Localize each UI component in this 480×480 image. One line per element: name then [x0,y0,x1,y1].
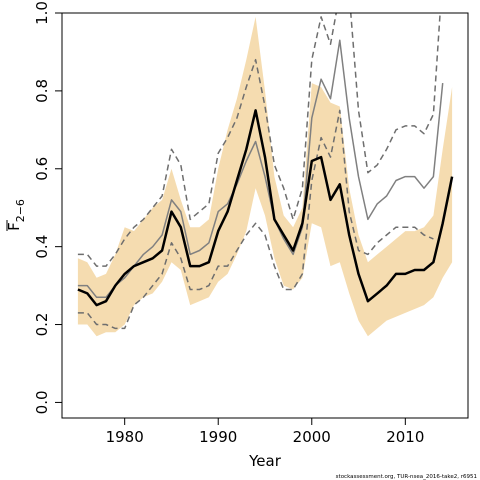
y-axis: 0.0 0.2 0.4 0.6 0.8 1.0 [33,1,62,414]
credit-text: stockassessment.org, TUR-nsea_2016-take2… [336,474,477,480]
y-axis-title-subscript: 2−6 [14,199,27,222]
x-tick-label: 2010 [386,428,424,446]
y-axis-title-main: F [5,222,23,231]
main-estimate-line [77,109,454,307]
x-tick-label: 1980 [106,428,144,446]
y-tick-label: 0.0 [33,390,51,414]
y-tick-label: 0.6 [33,157,51,181]
y-tick-label: 0.4 [33,235,51,259]
x-axis-title: Year [248,452,282,470]
y-tick-label: 1.0 [33,1,51,25]
svg-text:F2−6: F2−6 [5,199,27,231]
x-tick-label: 1990 [199,428,237,446]
plot-frame [61,12,469,419]
y-tick-label: 0.8 [33,79,51,103]
series-lines [77,13,454,330]
x-tick-label: 2000 [293,428,331,446]
x-axis: 1980 1990 2000 2010 [106,418,424,446]
y-axis-title: F2−6 [5,199,27,231]
y-tick-label: 0.2 [33,313,51,337]
alternative-estimate-line [77,39,444,299]
alternative-upper-line [77,13,441,267]
alternative-lower-line [77,109,434,330]
